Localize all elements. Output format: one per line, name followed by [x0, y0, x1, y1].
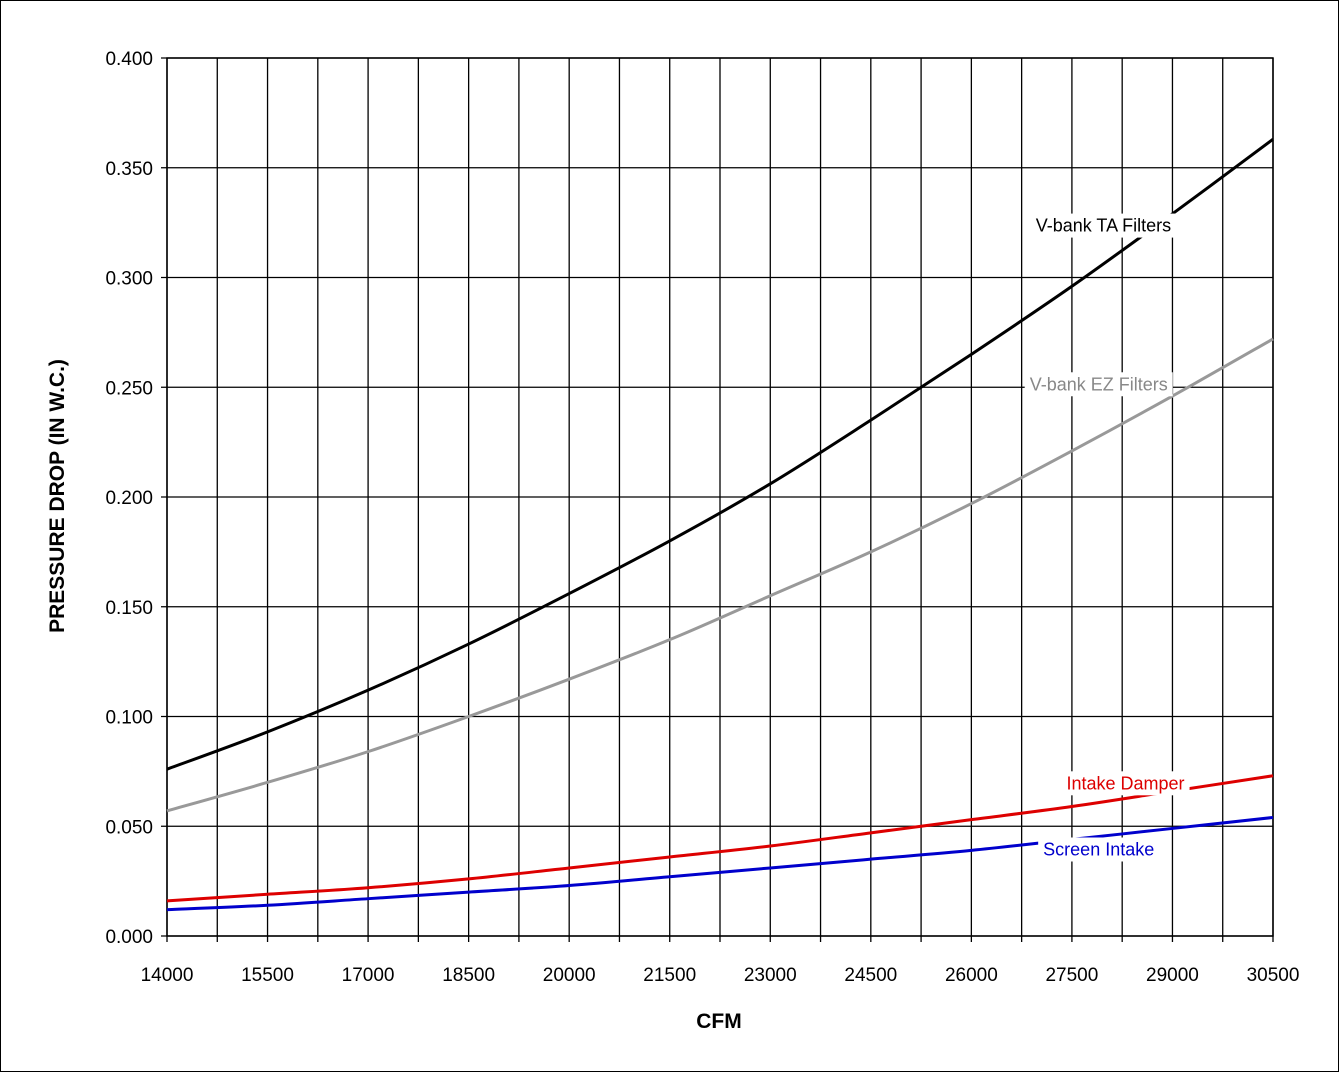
- x-tick-label: 15500: [241, 965, 294, 986]
- series-label-group: Intake Damper: [1061, 771, 1190, 796]
- series-line-2: [166, 774, 1274, 903]
- y-tick-label: 0.250: [105, 378, 153, 399]
- y-tick-label: 0.300: [105, 269, 153, 290]
- x-tick-label: 17000: [342, 965, 395, 986]
- series-label-background: [1038, 837, 1160, 862]
- series-label-background: [1061, 771, 1190, 796]
- x-tick-label: 23000: [744, 965, 797, 986]
- series-label-background: [1024, 372, 1173, 397]
- series-label: Intake Damper: [1067, 773, 1185, 793]
- x-tick-label: 21500: [643, 965, 696, 986]
- y-tick-label: 0.000: [105, 927, 153, 948]
- series-line-1: [166, 337, 1274, 813]
- grid: [161, 57, 1274, 942]
- y-tick-label: 0.150: [105, 598, 153, 619]
- series-label-group: V-bank TA Filters: [1030, 213, 1177, 238]
- x-tick-label: 26000: [945, 965, 998, 986]
- x-axis-title: CFM: [696, 1010, 742, 1033]
- x-tick-label: 27500: [1045, 965, 1098, 986]
- series-label-group: Screen Intake: [1038, 837, 1160, 862]
- y-tick-label: 0.200: [105, 488, 153, 509]
- series-label: Screen Intake: [1043, 839, 1154, 859]
- x-tick-label: 30500: [1247, 965, 1300, 986]
- x-tick-label: 14000: [141, 965, 194, 986]
- series-label: V-bank EZ Filters: [1030, 374, 1168, 394]
- y-tick-label: 0.050: [105, 817, 153, 838]
- x-tick-label: 18500: [442, 965, 495, 986]
- series-label-group: V-bank EZ Filters: [1024, 372, 1173, 397]
- series-label: V-bank TA Filters: [1036, 216, 1171, 236]
- x-tick-label: 20000: [543, 965, 596, 986]
- y-tick-label: 0.350: [105, 159, 153, 180]
- series-label-background: [1030, 213, 1177, 238]
- tick-labels: 0.000 0.050 0.100 0.150 0.200 0.250 0.300 0.350…: [105, 49, 1299, 986]
- series-line-0: [166, 138, 1274, 771]
- y-axis-title: PRESSURE DROP (IN W.C.): [46, 359, 69, 633]
- plot-frame: [166, 57, 1274, 937]
- x-tick-label: 29000: [1146, 965, 1199, 986]
- y-tick-label: 0.400: [105, 49, 153, 70]
- series-labels: V-bank TA Filters V-bank EZ Filters Intake…: [1024, 213, 1190, 862]
- x-tick-label: 24500: [844, 965, 897, 986]
- y-tick-label: 0.100: [105, 708, 153, 729]
